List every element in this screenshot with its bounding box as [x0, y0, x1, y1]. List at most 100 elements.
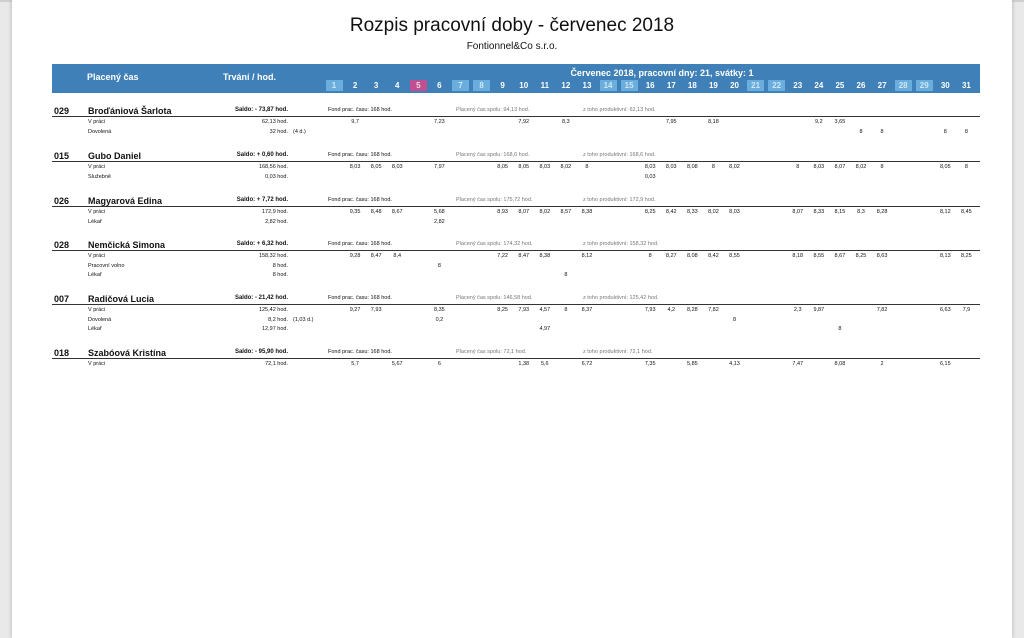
activity-row: V práci 172,9 hod. 9,35 8,48 8,67 5,68 8,93 8,0… [52, 209, 980, 218]
activity-total: 62,13 hod. [262, 119, 288, 125]
day-value-31: 8 [964, 164, 968, 170]
day-header-3: 3 [373, 81, 379, 90]
day-header-22: 22 [768, 80, 786, 91]
activity-type: V práci [88, 119, 106, 125]
saldo-label: Saldo: [236, 152, 257, 158]
employee-name: Broďániová Šarlota [88, 106, 172, 116]
saldo-value: + 0,60 hod. [256, 152, 288, 158]
day-value-25: 8,15 [834, 209, 846, 215]
day-value-13: 8,38 [581, 209, 593, 215]
employee-name: Gubo Daniel [88, 151, 142, 161]
day-value-20: 8,02 [729, 164, 740, 170]
day-header-17: 17 [666, 81, 676, 90]
day-value-2: 9,35 [349, 209, 361, 215]
day-value-11: 8,02 [539, 209, 551, 215]
day-value-20: 8,55 [729, 253, 740, 259]
day-value-16: 7,93 [644, 307, 656, 313]
day-value-3: 8,48 [370, 209, 382, 215]
work-fund: Fond prac. času: 168 hod. [328, 197, 392, 203]
day-value-20: 8 [732, 316, 737, 323]
header-duration: Trvání / hod. [223, 72, 277, 82]
day-value-12: 8,02 [560, 164, 572, 170]
day-value-24: 9,87 [813, 307, 825, 313]
work-fund: Fond prac. času: 168 hod. [328, 241, 392, 247]
employee-name: Nemčická Simona [88, 240, 166, 250]
activity-type: V práci [88, 307, 106, 313]
activity-row: Lékař 2,82 hod. 2,82 [52, 219, 980, 228]
activity-note: (4 d.) [293, 128, 306, 135]
day-value-25: 8,07 [834, 164, 846, 170]
day-value-18: 8,28 [687, 307, 698, 313]
saldo-label: Saldo: [234, 295, 255, 301]
day-value-27: 8 [880, 164, 884, 170]
day-value-13: 8,37 [581, 307, 593, 313]
header-paid-time: Placený čas [87, 72, 139, 82]
activity-total: 32 hod. [269, 128, 288, 135]
employee-saldo: Saldo: - 73,87 hod. [208, 107, 288, 113]
work-fund: Fond prac. času: 168 hod. [328, 107, 392, 113]
day-value-16: 0,03 [644, 173, 656, 180]
day-value-17: 8,42 [665, 209, 677, 215]
productive-total: z toho produktivní: 72,1 hod. [583, 349, 653, 355]
day-value-6: 8,35 [434, 307, 445, 313]
day-value-27: 2 [880, 361, 884, 367]
day-value-23: 2,3 [793, 307, 802, 313]
employee-divider [52, 116, 980, 117]
productive-total: z toho produktivní: 158,32 hod. [583, 241, 659, 247]
day-header-30: 30 [940, 81, 950, 90]
day-value-23: 8 [796, 164, 800, 170]
paid-total: Placený čas spolu: 72,1 hod. [456, 349, 527, 355]
day-value-19: 8 [711, 164, 715, 170]
day-value-6: 7,23 [434, 119, 445, 125]
day-value-27: 8,28 [876, 209, 888, 215]
day-value-12: 8,3 [562, 119, 570, 125]
day-value-10: 7,92 [518, 119, 530, 125]
day-value-13: 8 [585, 164, 589, 170]
day-value-27: 7,82 [876, 307, 888, 313]
day-value-11: 5,6 [540, 361, 549, 367]
activity-total: 125,42 hod. [258, 307, 288, 313]
day-value-26: 8,25 [855, 253, 867, 259]
day-value-16: 7,35 [644, 361, 656, 367]
day-value-11: 8,03 [539, 164, 551, 170]
employee-saldo: Saldo: + 7,72 hod. [208, 197, 288, 203]
day-value-24: 9,2 [815, 119, 823, 125]
day-value-6: 7,97 [434, 164, 445, 170]
saldo-value: - 21,42 hod. [254, 295, 288, 301]
employee-name: Szabóová Kristína [88, 348, 167, 358]
saldo-label: Saldo: [234, 107, 255, 113]
report-title: Rozpis pracovní doby - červenec 2018 [349, 15, 675, 36]
day-value-31: 8,25 [961, 253, 972, 259]
productive-total: z toho produktivní: 62,13 hod. [583, 107, 656, 113]
day-header-25: 25 [835, 81, 845, 90]
day-value-6: 0,2 [435, 316, 444, 323]
paid-total: Placený čas spolu: 168,6 hod. [456, 152, 530, 158]
activity-total: 158,32 hod. [258, 253, 288, 259]
day-value-16: 8,03 [644, 164, 656, 170]
day-value-10: 8,07 [518, 209, 530, 215]
work-fund: Fond prac. času: 168 hod. [328, 152, 392, 158]
day-value-30: 6,63 [939, 307, 951, 313]
day-value-17: 4,2 [667, 307, 676, 313]
paid-total: Placený čas spolu: 146,58 hod. [456, 295, 533, 301]
day-value-26: 8,02 [855, 164, 867, 170]
day-value-2: 9,7 [351, 119, 359, 125]
day-value-6: 6 [437, 361, 441, 367]
day-value-6: 2,82 [434, 218, 445, 225]
day-value-24: 8,55 [813, 253, 825, 259]
productive-total: z toho produktivní: 125,42 hod. [583, 295, 659, 301]
employee-divider [52, 304, 980, 305]
day-value-2: 8,03 [349, 164, 361, 170]
day-value-23: 7,47 [792, 361, 804, 367]
day-value-3: 7,93 [370, 307, 382, 313]
employee-saldo: Saldo: - 21,42 hod. [208, 295, 288, 301]
day-value-13: 6,72 [581, 361, 593, 367]
day-header-11: 11 [540, 81, 550, 90]
day-value-6: 5,68 [434, 209, 445, 215]
activity-total: 8,2 hod. [268, 316, 288, 323]
employee-divider [52, 206, 980, 207]
day-value-17: 7,95 [665, 119, 677, 125]
activity-row: Pracovní volno 8 hod. 8 [52, 263, 980, 272]
day-value-23: 8,18 [792, 253, 804, 259]
day-value-23: 8,07 [792, 209, 804, 215]
